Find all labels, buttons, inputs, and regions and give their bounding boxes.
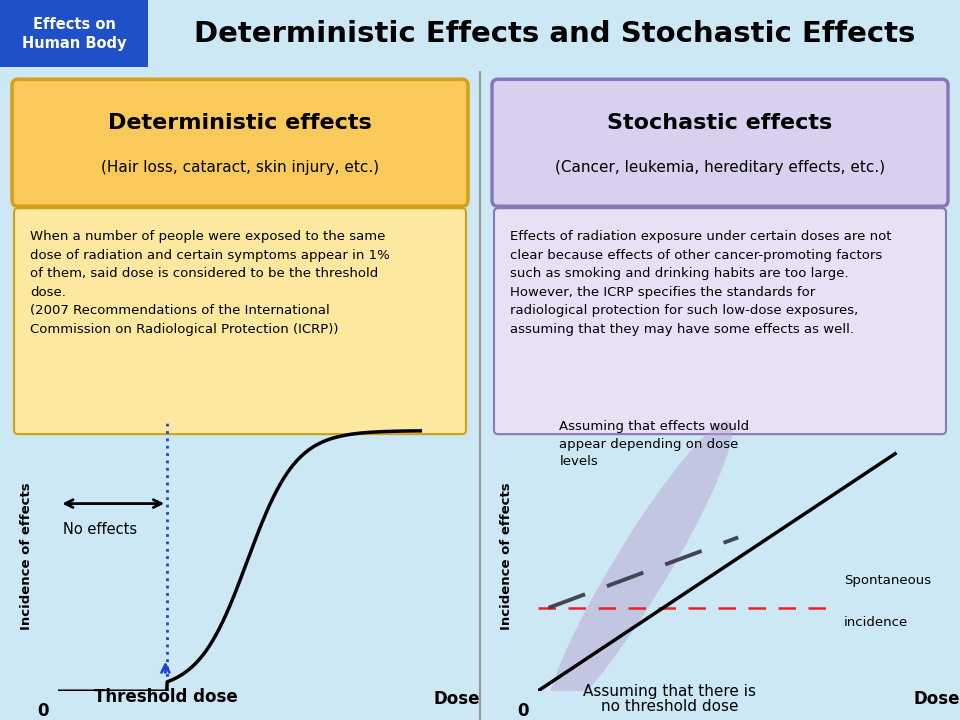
Text: Incidence of effects: Incidence of effects (20, 482, 33, 629)
FancyBboxPatch shape (494, 208, 946, 434)
FancyBboxPatch shape (12, 79, 468, 206)
Ellipse shape (547, 421, 732, 719)
Text: Spontaneous: Spontaneous (844, 574, 931, 587)
Text: When a number of people were exposed to the same
dose of radiation and certain s: When a number of people were exposed to … (30, 230, 390, 336)
Text: Assuming that effects would
appear depending on dose
levels: Assuming that effects would appear depen… (560, 420, 750, 468)
Text: Deterministic effects: Deterministic effects (108, 113, 372, 133)
Text: Effects on
Human Body: Effects on Human Body (22, 17, 127, 51)
Text: Stochastic effects: Stochastic effects (608, 113, 832, 133)
Text: no threshold dose: no threshold dose (601, 699, 738, 714)
Text: Threshold dose: Threshold dose (93, 688, 237, 706)
Text: No effects: No effects (63, 522, 137, 537)
Text: 0: 0 (37, 701, 48, 719)
FancyBboxPatch shape (14, 208, 466, 434)
Text: Deterministic Effects and Stochastic Effects: Deterministic Effects and Stochastic Eff… (194, 20, 916, 48)
Text: Assuming that there is: Assuming that there is (583, 684, 756, 699)
Bar (0, 0, 148, 67)
Text: Dose: Dose (433, 690, 480, 708)
Text: (Hair loss, cataract, skin injury, etc.): (Hair loss, cataract, skin injury, etc.) (101, 160, 379, 175)
Text: Incidence of effects: Incidence of effects (500, 482, 513, 629)
Text: 0: 0 (517, 701, 528, 719)
FancyBboxPatch shape (492, 79, 948, 206)
Text: incidence: incidence (844, 616, 908, 629)
Text: (Cancer, leukemia, hereditary effects, etc.): (Cancer, leukemia, hereditary effects, e… (555, 160, 885, 175)
Text: Effects of radiation exposure under certain doses are not
clear because effects : Effects of radiation exposure under cert… (510, 230, 892, 336)
Text: Dose: Dose (913, 690, 960, 708)
